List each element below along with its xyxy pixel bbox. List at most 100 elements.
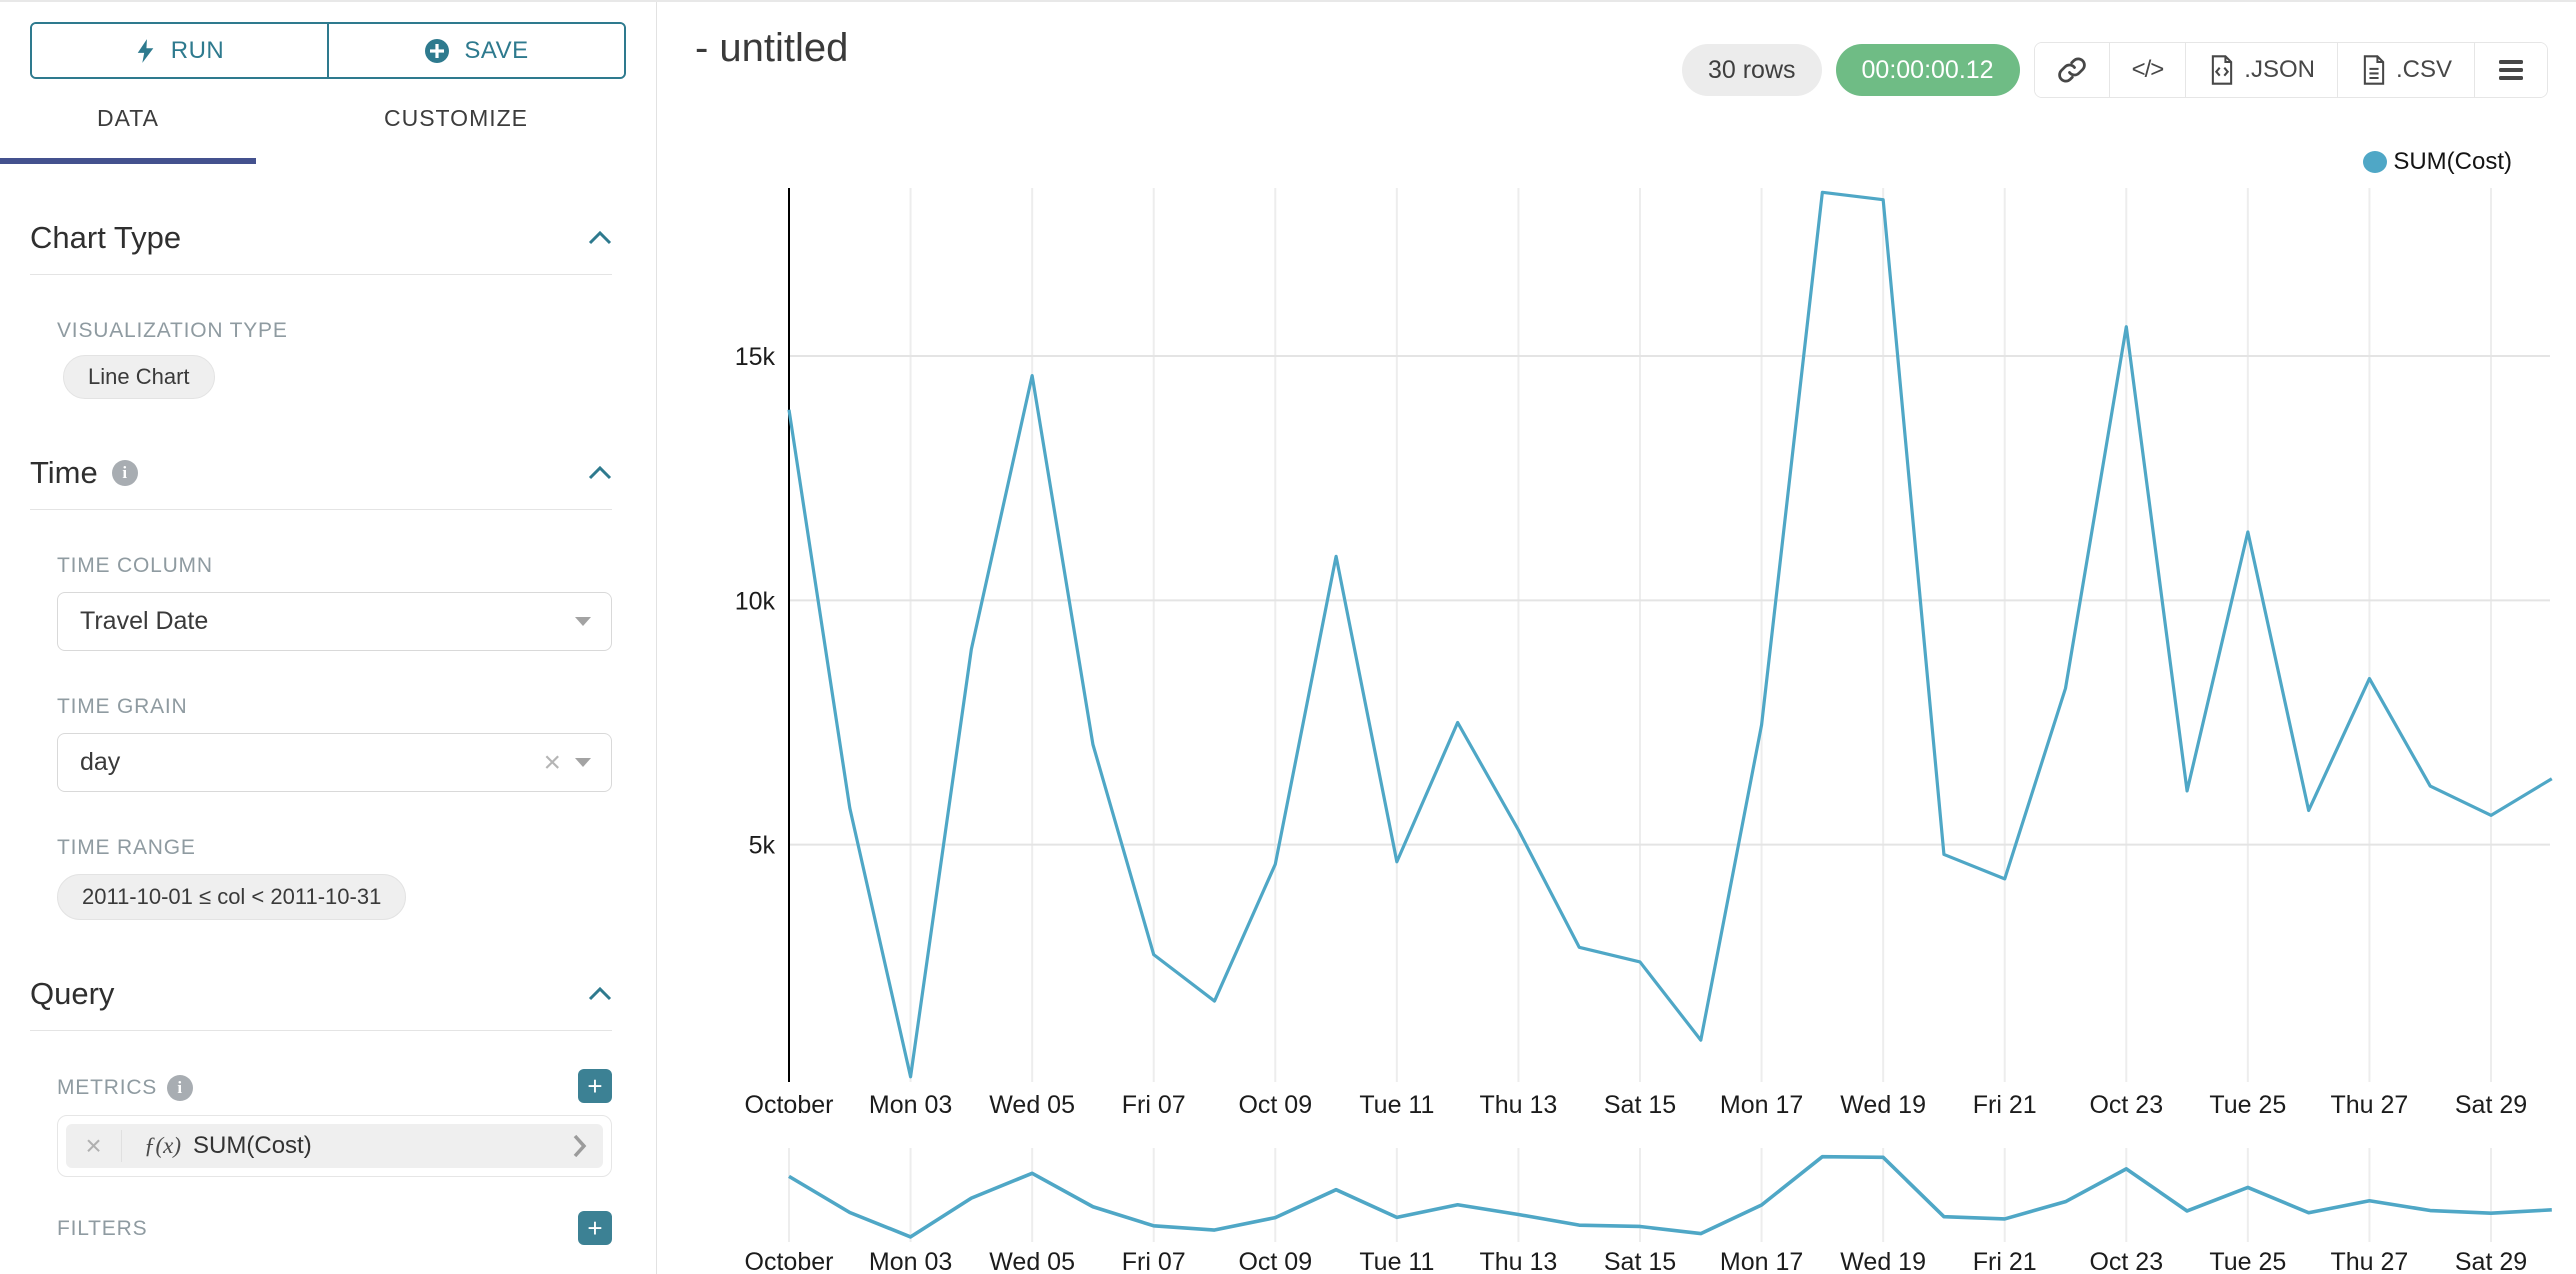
mini-series-line[interactable] — [788, 1154, 2552, 1239]
mini-x-axis-label: Tue 11 — [1359, 1248, 1434, 1274]
section-divider — [30, 1030, 612, 1031]
chart-type-section-header[interactable]: Chart Type — [30, 220, 612, 256]
hamburger-icon — [2499, 60, 2523, 80]
x-axis-label: Sat 29 — [2455, 1091, 2527, 1119]
time-column-value: Travel Date — [80, 607, 209, 635]
add-metric-button[interactable]: + — [578, 1069, 612, 1103]
link-icon — [2057, 57, 2086, 83]
mini-x-axis-label: Oct 23 — [2089, 1248, 2163, 1274]
legend-label: SUM(Cost) — [2393, 148, 2512, 175]
chart-type-section-title: Chart Type — [30, 220, 182, 255]
time-column-label: TIME COLUMN — [57, 554, 213, 577]
query-section-title: Query — [30, 976, 115, 1011]
x-axis-label: Oct 09 — [1238, 1091, 1312, 1119]
time-range-label: TIME RANGE — [57, 836, 196, 859]
row-count-badge: 30 rows — [1681, 44, 1822, 96]
line-chart[interactable]: 5k 10k 15k October Mon 03 Wed 05 Fri 07 Oct 09 T… — [657, 2, 2576, 1274]
chevron-up-icon[interactable] — [588, 466, 612, 480]
x-axis-label: Fri 07 — [1122, 1091, 1186, 1119]
mini-x-axis-label: Tue 25 — [2209, 1248, 2286, 1274]
x-axis-label: Fri 21 — [1973, 1091, 2037, 1119]
plus-circle-icon — [425, 38, 450, 63]
metrics-label: METRICS — [57, 1076, 158, 1099]
query-timer-badge: 00:00:00.12 — [1835, 44, 2020, 96]
x-axis-label: Mon 03 — [869, 1091, 952, 1119]
info-icon[interactable]: i — [111, 460, 138, 486]
metrics-label-row: METRICS i + — [57, 1069, 656, 1103]
tab-data[interactable]: DATA — [0, 105, 256, 164]
x-axis-label: Tue 11 — [1359, 1091, 1434, 1119]
view-query-button[interactable]: </> — [2108, 43, 2186, 97]
query-section-header[interactable]: Query — [30, 976, 612, 1012]
file-code-icon — [2212, 55, 2233, 85]
mini-x-axis-label: Wed 05 — [989, 1248, 1075, 1274]
y-axis-label: 10k — [735, 587, 776, 615]
time-grain-label: TIME GRAIN — [57, 695, 188, 718]
y-axis-label: 15k — [735, 343, 776, 371]
mini-x-axis-label: Thu 13 — [1480, 1248, 1558, 1274]
time-range-pill[interactable]: 2011-10-01 ≤ col < 2011-10-31 — [57, 874, 407, 920]
chart-legend[interactable]: SUM(Cost) — [2363, 148, 2512, 176]
x-axis-label: Thu 13 — [1480, 1091, 1558, 1119]
x-axis-label: Mon 17 — [1720, 1091, 1803, 1119]
save-button[interactable]: SAVE — [327, 24, 624, 77]
tab-customize[interactable]: CUSTOMIZE — [383, 105, 529, 131]
chart-header-actions: 30 rows 00:00:00.12 </> .JSON — [1681, 42, 2548, 98]
info-icon[interactable]: i — [167, 1075, 194, 1101]
export-csv-button[interactable]: .CSV — [2336, 43, 2474, 97]
chevron-up-icon[interactable] — [588, 987, 612, 1001]
export-json-button[interactable]: .JSON — [2185, 43, 2337, 97]
share-link-button[interactable] — [2034, 43, 2109, 97]
x-axis-label: Sat 15 — [1604, 1091, 1676, 1119]
mini-x-axis-label: Sat 15 — [1604, 1248, 1676, 1274]
mini-x-axis-label: Sat 29 — [2455, 1248, 2527, 1274]
mini-x-axis-label: October — [745, 1248, 834, 1274]
chevron-up-icon[interactable] — [588, 231, 612, 245]
filters-label: FILTERS — [57, 1217, 148, 1240]
x-axis-label: Wed 05 — [989, 1091, 1075, 1119]
code-icon: </> — [2131, 56, 2165, 83]
mini-x-axis-label: Mon 03 — [869, 1248, 952, 1274]
sidebar-tabs: DATA CUSTOMIZE — [0, 105, 656, 164]
filters-label-row: FILTERS + — [57, 1211, 656, 1245]
mini-x-axis-label: Fri 21 — [1973, 1248, 2037, 1274]
run-save-button-group: RUN SAVE — [30, 22, 626, 79]
metric-name: SUM(Cost) — [193, 1132, 312, 1159]
mini-x-axis-label: Oct 09 — [1238, 1248, 1312, 1274]
run-button[interactable]: RUN — [32, 24, 327, 77]
mini-x-axis-label: Thu 27 — [2331, 1248, 2409, 1274]
time-section-header[interactable]: Time i — [30, 455, 612, 491]
time-column-select[interactable]: Travel Date — [57, 592, 612, 651]
mini-x-axis-label: Fri 07 — [1122, 1248, 1186, 1274]
mini-x-axis-label: Wed 19 — [1840, 1248, 1926, 1274]
metric-item[interactable]: × ƒ(x) SUM(Cost) — [66, 1124, 603, 1168]
chevron-down-icon — [575, 617, 591, 626]
function-icon: ƒ(x) — [144, 1133, 182, 1158]
x-axis-label: Oct 23 — [2089, 1091, 2163, 1119]
chevron-right-icon[interactable] — [573, 1134, 587, 1158]
save-button-label: SAVE — [464, 36, 529, 64]
clear-icon[interactable]: × — [543, 745, 561, 779]
time-grain-select[interactable]: day × — [57, 733, 612, 792]
x-axis-label: Thu 27 — [2331, 1091, 2409, 1119]
x-axis-label: October — [745, 1091, 834, 1119]
control-sidebar: RUN SAVE DATA CUSTOMIZE Chart Type VISUA… — [0, 2, 657, 1274]
run-button-label: RUN — [170, 36, 225, 64]
y-axis-label: 5k — [749, 832, 776, 860]
viz-type-label: VISUALIZATION TYPE — [57, 319, 288, 342]
export-json-label: .JSON — [2244, 56, 2315, 83]
export-button-group: </> .JSON .CSV — [2033, 42, 2548, 98]
file-text-icon — [2363, 55, 2385, 85]
chevron-down-icon — [575, 758, 591, 767]
chart-title[interactable]: - untitled — [695, 26, 849, 70]
remove-metric-icon[interactable]: × — [66, 1130, 122, 1162]
metrics-control: × ƒ(x) SUM(Cost) — [57, 1115, 612, 1177]
series-line[interactable] — [787, 190, 2553, 1079]
section-divider — [30, 274, 612, 275]
add-filter-button[interactable]: + — [578, 1211, 612, 1245]
export-csv-label: .CSV — [2395, 56, 2452, 83]
viz-type-pill[interactable]: Line Chart — [63, 355, 215, 399]
chart-panel: - untitled 30 rows 00:00:00.12 </> .JSON — [657, 2, 2576, 1274]
x-axis-label: Wed 19 — [1840, 1091, 1926, 1119]
menu-button[interactable] — [2474, 43, 2547, 97]
